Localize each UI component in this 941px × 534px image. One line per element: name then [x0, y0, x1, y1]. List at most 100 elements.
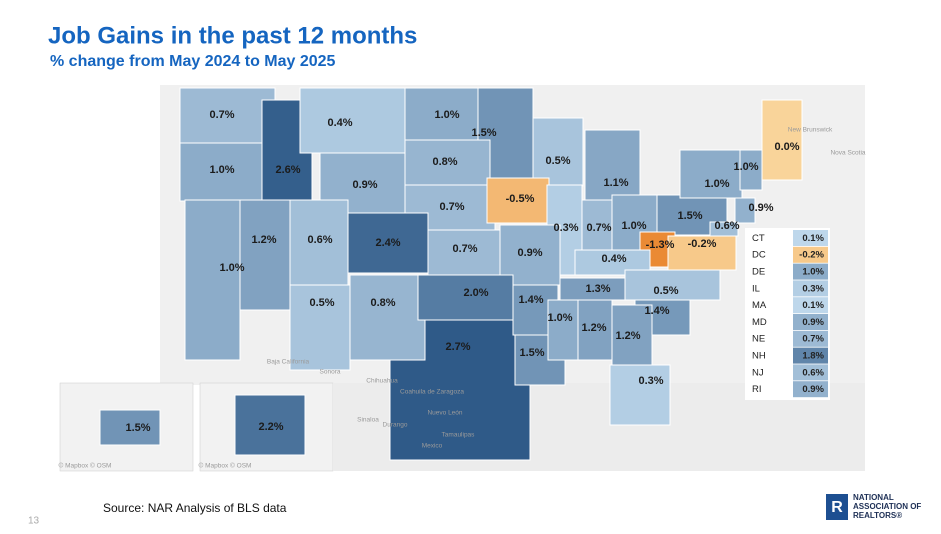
state: [179, 87, 276, 144]
state-label: 1.0%: [704, 178, 729, 190]
state-label: -0.2%: [688, 238, 717, 250]
basemap-label: Sinaloa: [357, 417, 379, 424]
state-label: 1.4%: [644, 305, 669, 317]
state-label: 1.5%: [519, 347, 544, 359]
table-value: 0.1%: [802, 300, 824, 311]
state-label: 1.4%: [518, 294, 543, 306]
state-label: 0.8%: [370, 297, 395, 309]
table-cell: [793, 347, 828, 364]
basemap-label: New Brunswick: [788, 127, 833, 134]
state-label: 2.2%: [258, 421, 283, 433]
state-label: 1.0%: [219, 262, 244, 274]
logo-text: ASSOCIATION OF: [853, 502, 921, 511]
state-label: 0.5%: [545, 155, 570, 167]
logo-letter: R: [831, 499, 843, 516]
state-label: 2.6%: [275, 164, 300, 176]
table-cell: [793, 246, 828, 263]
state-label: 0.3%: [638, 375, 663, 387]
state-label: 1.0%: [434, 109, 459, 121]
state: [679, 149, 743, 199]
table-state: DC: [752, 250, 766, 261]
table-state: IL: [752, 283, 760, 294]
state-label: 1.3%: [585, 283, 610, 295]
state-label: 1.2%: [251, 234, 276, 246]
state: [404, 87, 491, 141]
state-label: 0.7%: [439, 201, 464, 213]
state: [99, 409, 161, 446]
source: Source: NAR Analysis of BLS data: [103, 501, 287, 515]
state-label: 1.2%: [615, 330, 640, 342]
table-state: MA: [752, 300, 767, 311]
state-label: 1.5%: [677, 210, 702, 222]
state-label: 2.0%: [463, 287, 488, 299]
table-state: CT: [752, 233, 765, 244]
basemap-label: Nova Scotia: [830, 150, 865, 157]
table-value: 0.1%: [802, 233, 824, 244]
state-label: -0.5%: [506, 193, 535, 205]
state: [486, 177, 550, 224]
table-cell: [793, 330, 828, 347]
state: [574, 249, 651, 276]
state-label: 1.5%: [471, 127, 496, 139]
table-cell: [793, 381, 828, 398]
basemap-label: Mexico: [422, 443, 443, 450]
table-value: 0.9%: [802, 384, 824, 395]
state: [179, 142, 266, 202]
table-state: NH: [752, 351, 766, 362]
table-cell: [793, 297, 828, 314]
state: [184, 199, 241, 361]
page-number: 13: [28, 516, 40, 527]
state-label: 2.7%: [445, 341, 470, 353]
state-label: 0.3%: [553, 222, 578, 234]
table-state: MD: [752, 317, 767, 328]
state: [584, 129, 641, 206]
state-label: 0.9%: [748, 202, 773, 214]
table-cell: [793, 230, 828, 246]
table-value: 1.8%: [802, 351, 824, 362]
attribution: © Mapbox © OSM: [199, 462, 252, 470]
table-value: 0.7%: [802, 334, 824, 345]
state-label: 2.4%: [375, 237, 400, 249]
state: [349, 274, 426, 361]
state-label: 0.4%: [327, 117, 352, 129]
basemap-label: Baja California: [267, 359, 310, 366]
state-label: 0.9%: [517, 247, 542, 259]
state-label: 0.8%: [432, 156, 457, 168]
table-value: 1.0%: [802, 267, 824, 278]
state-label: 1.0%: [547, 312, 572, 324]
logo-text: REALTORS®: [853, 511, 902, 520]
table-value: 0.9%: [802, 317, 824, 328]
state-label: 0.7%: [586, 222, 611, 234]
basemap-label: Nuevo León: [427, 410, 462, 417]
attribution: © Mapbox © OSM: [59, 462, 112, 470]
state-label: 1.0%: [209, 164, 234, 176]
table-state: RI: [752, 384, 762, 395]
state: [609, 364, 671, 426]
state: [532, 117, 584, 187]
state: [234, 394, 306, 456]
state: [417, 274, 514, 321]
table-state: DE: [752, 267, 765, 278]
state-label: 0.6%: [714, 220, 739, 232]
table-value: 0.6%: [802, 367, 824, 378]
basemap-label: Chihuahua: [366, 378, 398, 385]
table-cell: [793, 364, 828, 381]
state: [347, 212, 429, 274]
state-label: 1.0%: [733, 161, 758, 173]
table-state: NE: [752, 334, 765, 345]
state: [427, 229, 509, 276]
title: Job Gains in the past 12 months: [48, 22, 417, 49]
state: [289, 284, 351, 371]
state-label: 0.9%: [352, 179, 377, 191]
state-label: 0.5%: [309, 297, 334, 309]
table-cell: [793, 314, 828, 330]
table-value: 0.3%: [802, 283, 824, 294]
state: [547, 299, 579, 361]
state-label: 0.6%: [307, 234, 332, 246]
table-cell: [793, 263, 828, 280]
table-value: -0.2%: [799, 250, 824, 261]
table-cell: [793, 280, 828, 297]
logo-text: NATIONAL: [853, 493, 894, 502]
